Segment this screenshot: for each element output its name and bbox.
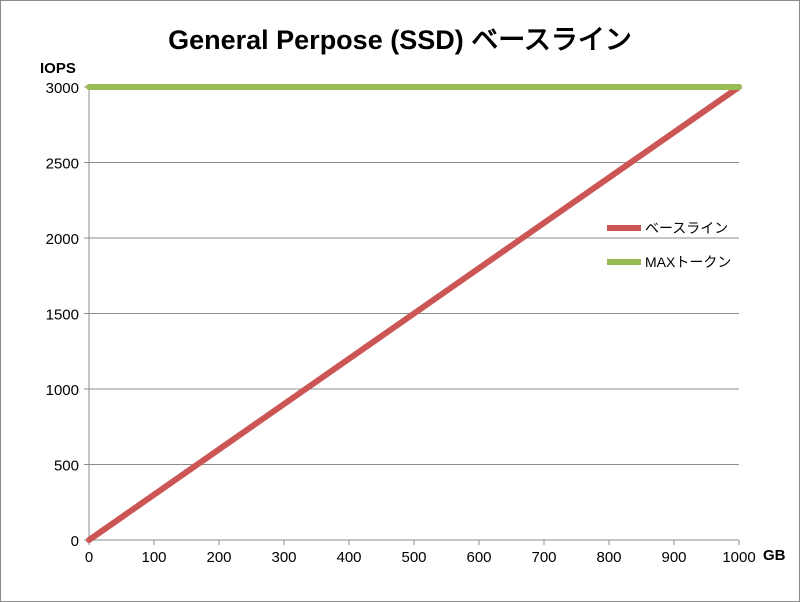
y-tick-label: 2000 xyxy=(46,231,79,248)
tick-labels: 0 500 1000 1500 2000 2500 3000 0 100 200 300 400 500… xyxy=(46,80,756,566)
x-tick-label: 600 xyxy=(466,549,491,566)
y-axis-label: IOPS xyxy=(40,60,76,77)
x-tick-label: 800 xyxy=(596,549,621,566)
y-tick-label: 3000 xyxy=(46,80,79,97)
chart-title: General Perpose (SSD) ベースライン xyxy=(168,25,632,55)
y-tick-label: 500 xyxy=(54,458,79,475)
legend-label: ベースライン xyxy=(645,220,728,236)
x-tick-label: 1000 xyxy=(722,549,755,566)
y-tick-label: 1500 xyxy=(46,307,79,324)
y-tick-label: 2500 xyxy=(46,156,79,173)
x-tick-label: 700 xyxy=(531,549,556,566)
x-tick-label: 200 xyxy=(206,549,231,566)
x-tick-label: 100 xyxy=(141,549,166,566)
series-lines xyxy=(86,84,742,543)
x-axis-label: GB xyxy=(763,547,786,564)
y-tick-label: 1000 xyxy=(46,382,79,399)
gridlines xyxy=(89,86,739,465)
legend-label: MAXトークン xyxy=(645,254,731,270)
x-tick-label: 400 xyxy=(336,549,361,566)
x-tick-label: 300 xyxy=(271,549,296,566)
x-tick-label: 900 xyxy=(661,549,686,566)
legend: ベースライン MAXトークン xyxy=(607,220,731,270)
x-tick-label: 0 xyxy=(85,549,93,566)
y-tick-label: 0 xyxy=(71,533,79,550)
x-tick-label: 500 xyxy=(401,549,426,566)
series-line-0 xyxy=(86,84,742,543)
